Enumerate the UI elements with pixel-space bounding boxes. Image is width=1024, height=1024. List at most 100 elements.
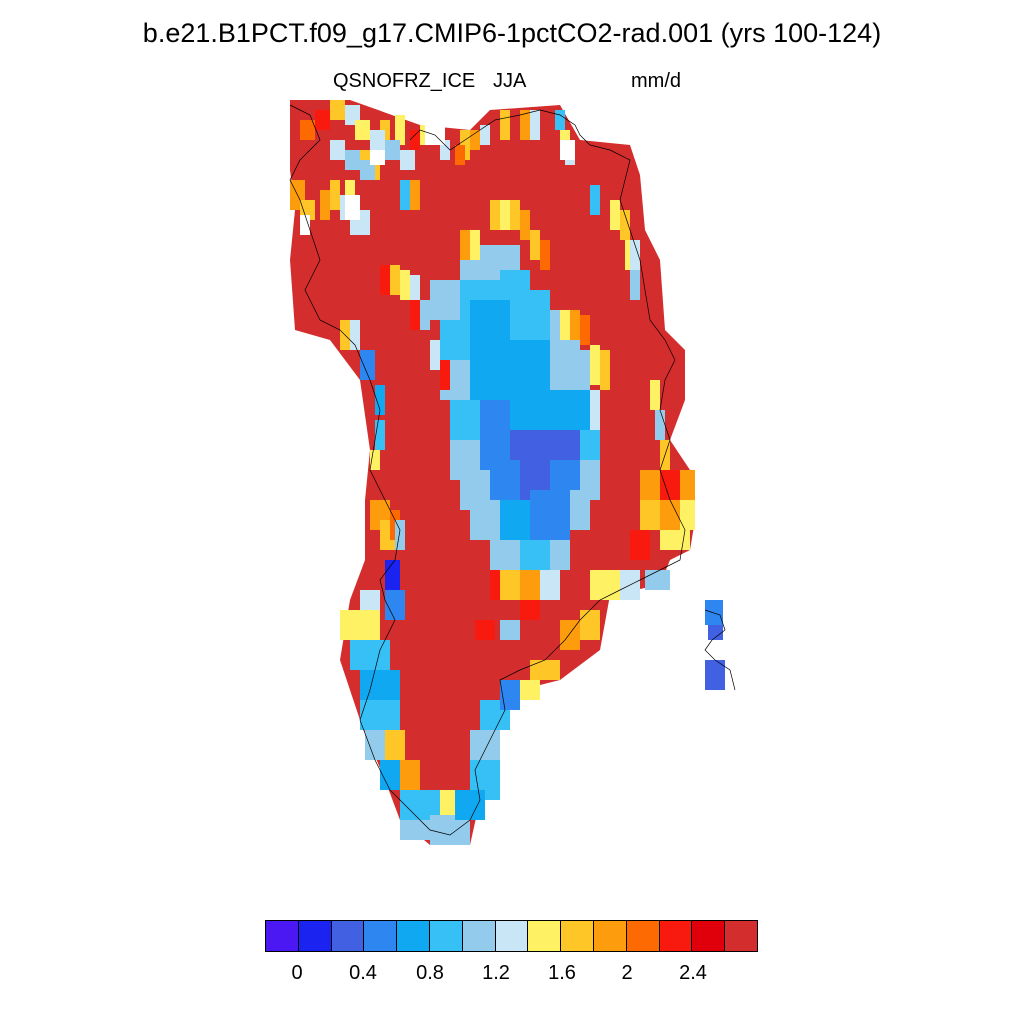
- coast-cell: [370, 130, 385, 150]
- margin-cell: [500, 570, 520, 600]
- interior-cell: [490, 460, 520, 500]
- margin-cell: [570, 310, 580, 340]
- colorbar-swatch: [494, 920, 529, 952]
- coast-cell: [315, 110, 330, 130]
- margin-cell: [360, 590, 380, 610]
- margin-cell: [560, 620, 580, 650]
- coast-cell: [360, 700, 400, 730]
- coast-cell: [385, 590, 405, 620]
- colorbar-swatch: [297, 920, 332, 952]
- coast-cell: [365, 730, 385, 760]
- margin-cell: [640, 470, 660, 500]
- margin-cell: [540, 570, 560, 600]
- margin-cell: [660, 470, 680, 500]
- coast-cell: [440, 140, 450, 160]
- colorbar-swatch: [560, 920, 594, 952]
- margin-cell: [600, 350, 610, 390]
- variable-label: QSNOFRZ_ICE: [333, 70, 476, 92]
- interior-cell: [550, 390, 590, 430]
- coast-cell: [500, 620, 520, 640]
- margin-cell: [520, 110, 530, 140]
- margin-cell: [530, 660, 560, 680]
- season-label: JJA: [493, 70, 527, 92]
- interior-cell: [520, 540, 550, 570]
- interior-cell: [550, 540, 570, 570]
- interior-cell: [450, 400, 480, 440]
- coast-cell: [395, 520, 405, 550]
- coast-cell: [345, 150, 360, 170]
- margin-cell: [490, 200, 500, 230]
- interior-cell: [590, 390, 600, 430]
- colorbar-swatch: [527, 920, 562, 952]
- page-title: b.e21.B1PCT.f09_g17.CMIP6-1pctCO2-rad.00…: [142, 18, 882, 48]
- margin-cell: [340, 610, 380, 640]
- margin-cell: [475, 620, 495, 640]
- colorbar-tick-label: 2.4: [679, 962, 707, 984]
- margin-cell: [520, 570, 540, 600]
- coast-cell: [555, 110, 565, 130]
- coast-cell: [375, 385, 385, 415]
- margin-cell: [400, 760, 420, 790]
- coast-cell: [400, 150, 415, 170]
- margin-cell: [660, 500, 680, 530]
- interior-cell: [470, 300, 510, 350]
- coast-cell: [590, 185, 600, 215]
- interior-cell: [490, 540, 520, 570]
- coastline-east: [704, 609, 736, 691]
- coast-cell: [400, 180, 410, 210]
- coast-cell: [455, 790, 485, 820]
- margin-cell: [460, 230, 470, 260]
- interior-cell: [470, 350, 510, 400]
- units-label: mm/d: [631, 70, 681, 92]
- missing-cell: [560, 140, 575, 160]
- margin-cell: [530, 230, 540, 260]
- coast-cell: [330, 100, 345, 120]
- colorbar-swatch: [265, 920, 299, 952]
- margin-cell: [410, 180, 420, 210]
- colorbar-swatch: [592, 920, 627, 952]
- margin-cell: [490, 570, 500, 600]
- interior-cell: [510, 290, 550, 340]
- coast-cell: [410, 130, 420, 150]
- margin-cell: [510, 200, 520, 230]
- interior-cell: [440, 320, 470, 360]
- colorbar-swatch: [724, 920, 758, 952]
- margin-cell: [390, 265, 400, 295]
- island-cell: [705, 600, 723, 625]
- coast-cell: [480, 125, 490, 145]
- coast-cell: [370, 450, 380, 470]
- coast-cell: [630, 240, 640, 270]
- colorbar-swatch: [461, 920, 496, 952]
- coast-cell: [500, 680, 520, 710]
- interior-cell: [550, 350, 590, 390]
- margin-cell: [400, 270, 410, 300]
- colorbar-tick-label: 0.8: [416, 962, 444, 984]
- margin-cell: [320, 190, 330, 220]
- margin-cell: [385, 730, 405, 760]
- interior-cell: [470, 500, 500, 540]
- interior-cell: [530, 490, 570, 540]
- colorbar-swatch: [330, 920, 365, 952]
- interior-cell: [510, 390, 550, 430]
- margin-cell: [410, 275, 420, 305]
- margin-cell: [680, 470, 695, 500]
- margin-cell: [500, 110, 510, 140]
- coast-cell: [330, 140, 345, 160]
- margin-cell: [430, 340, 440, 370]
- missing-cell: [345, 195, 360, 220]
- margin-cell: [410, 300, 420, 330]
- colorbar-swatch: [691, 920, 726, 952]
- missing-cell: [300, 215, 310, 235]
- missing-cell: [370, 150, 385, 165]
- colorbar-swatch: [396, 920, 430, 952]
- margin-cell: [640, 500, 660, 530]
- coast-cell: [630, 270, 640, 300]
- colorbar-swatch: [625, 920, 660, 952]
- coastline: [289, 104, 686, 836]
- margin-cell: [580, 315, 590, 345]
- margin-cell: [590, 345, 600, 385]
- colorbar-tick-label: 0: [291, 962, 303, 984]
- margin-cell: [330, 180, 340, 210]
- margin-cell: [380, 265, 390, 295]
